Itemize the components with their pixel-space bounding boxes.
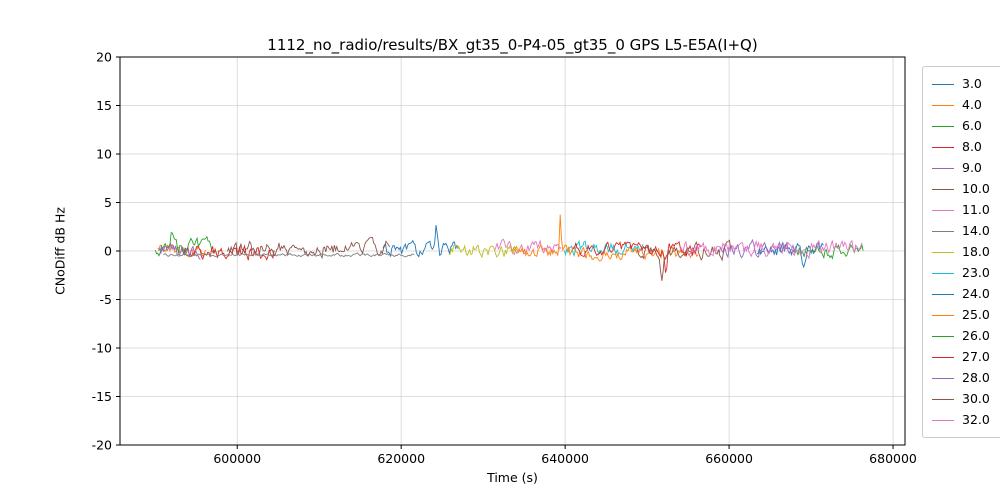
x-axis-label: Time (s)	[487, 470, 538, 485]
legend-label: 30.0	[962, 390, 990, 406]
x-tick-label: 640000	[541, 451, 589, 466]
legend-label: 26.0	[962, 327, 990, 343]
series-line-26.0	[792, 243, 864, 260]
legend-item: 3.0	[932, 74, 990, 94]
y-axis-label: CNoDiff dB Hz	[52, 207, 68, 295]
legend-label: 10.0	[962, 180, 990, 196]
x-tick-label: 660000	[705, 451, 753, 466]
y-tick-label: -15	[92, 389, 112, 404]
legend-label: 9.0	[962, 159, 982, 175]
legend-item: 6.0	[932, 116, 990, 136]
legend-label: 8.0	[962, 138, 982, 154]
legend-line-swatch	[932, 356, 954, 358]
legend-line-swatch	[932, 83, 954, 85]
legend-label: 28.0	[962, 369, 990, 385]
legend-item: 24.0	[932, 284, 990, 304]
y-tick-label: 5	[104, 195, 112, 210]
y-tick-label: -10	[92, 340, 112, 355]
legend-label: 24.0	[962, 285, 990, 301]
legend-line-swatch	[932, 230, 954, 232]
legend-line-swatch	[932, 314, 954, 316]
series-line-11.0	[494, 238, 562, 256]
legend-label: 23.0	[962, 264, 990, 280]
legend-label: 6.0	[962, 117, 982, 133]
legend-item: 32.0	[932, 410, 990, 430]
legend-line-swatch	[932, 272, 954, 274]
y-tick-label: 10	[96, 146, 112, 161]
legend: 3.0 4.0 6.0 8.0 9.0 10.0 11.0 14.0 18.0 23.0 24.0 2…	[922, 66, 1000, 438]
x-tick-label: 680000	[869, 451, 917, 466]
series-line-27.0	[572, 240, 702, 273]
legend-label: 27.0	[962, 348, 990, 364]
legend-item: 25.0	[932, 305, 990, 325]
y-tick-label: 0	[104, 243, 112, 258]
legend-item: 28.0	[932, 368, 990, 388]
y-tick-label: -20	[92, 437, 112, 452]
legend-item: 14.0	[932, 221, 990, 241]
legend-line-swatch	[932, 335, 954, 337]
legend-item: 11.0	[932, 200, 990, 220]
legend-label: 14.0	[962, 222, 990, 238]
legend-line-swatch	[932, 188, 954, 190]
legend-item: 30.0	[932, 389, 990, 409]
legend-line-swatch	[932, 167, 954, 169]
legend-label: 18.0	[962, 243, 990, 259]
legend-line-swatch	[932, 251, 954, 253]
legend-item: 4.0	[932, 95, 990, 115]
legend-label: 3.0	[962, 75, 982, 91]
series-line-3.0	[382, 224, 459, 258]
series-line-18.0	[448, 244, 521, 259]
x-tick-label: 620000	[377, 451, 425, 466]
legend-item: 23.0	[932, 263, 990, 283]
legend-item: 18.0	[932, 242, 990, 262]
legend-line-swatch	[932, 419, 954, 421]
series-line-6.0	[154, 231, 218, 257]
y-tick-label: -5	[100, 292, 112, 307]
legend-label: 32.0	[962, 411, 990, 427]
legend-item: 27.0	[932, 347, 990, 367]
legend-item: 26.0	[932, 326, 990, 346]
y-tick-label: 20	[96, 49, 112, 64]
legend-item: 10.0	[932, 179, 990, 199]
legend-line-swatch	[932, 377, 954, 379]
series-line-14.0	[163, 252, 415, 258]
legend-line-swatch	[932, 146, 954, 148]
legend-line-swatch	[932, 209, 954, 211]
legend-label: 25.0	[962, 306, 990, 322]
legend-line-swatch	[932, 125, 954, 127]
chart-title: 1112_no_radio/results/BX_gt35_0-P4-05_gt…	[267, 36, 758, 54]
x-tick-label: 600000	[213, 451, 261, 466]
legend-line-swatch	[932, 398, 954, 400]
legend-line-swatch	[932, 104, 954, 106]
series-line-32.0	[679, 239, 863, 260]
legend-label: 4.0	[962, 96, 982, 112]
series-line-28.0	[718, 238, 796, 259]
legend-label: 11.0	[962, 201, 990, 217]
legend-line-swatch	[932, 293, 954, 295]
y-tick-label: 15	[96, 98, 112, 113]
legend-item: 8.0	[932, 137, 990, 157]
series-line-9.0	[158, 242, 201, 260]
series-line-8.0	[182, 244, 275, 261]
legend-item: 9.0	[932, 158, 990, 178]
